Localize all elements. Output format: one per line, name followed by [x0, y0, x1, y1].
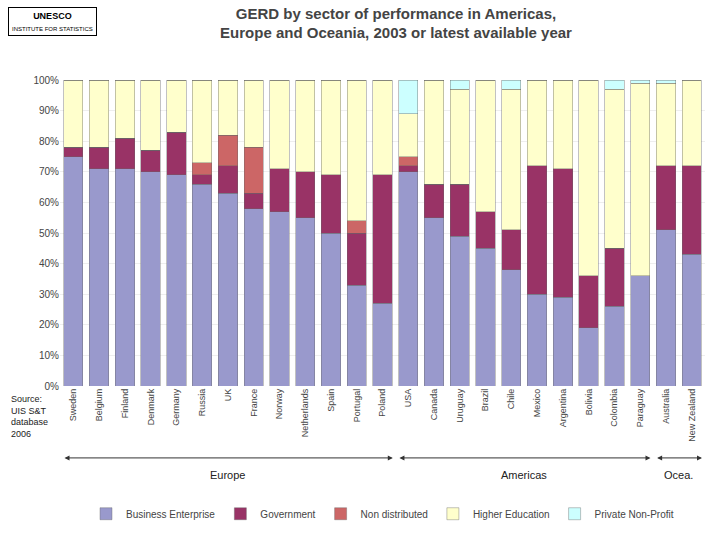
- svg-text:Private Non-Profit: Private Non-Profit: [595, 509, 674, 520]
- svg-text:Brazil: Brazil: [480, 389, 490, 412]
- svg-text:Canada: Canada: [429, 389, 439, 421]
- svg-text:Higher Education: Higher Education: [473, 509, 550, 520]
- svg-text:Denmark: Denmark: [146, 388, 156, 425]
- svg-text:80%: 80%: [39, 136, 59, 147]
- svg-text:Sweden: Sweden: [68, 389, 78, 422]
- svg-text:UK: UK: [223, 389, 233, 402]
- svg-text:UNESCOINSTITUTE FOR STATISTICS: UNESCOINSTITUTE FOR STATISTICS: [12, 11, 93, 32]
- svg-text:60%: 60%: [39, 197, 59, 208]
- svg-text:Chile: Chile: [506, 389, 516, 410]
- svg-text:Source:UIS S&Tdatabase2006: Source:UIS S&Tdatabase2006: [11, 394, 48, 439]
- svg-text:Bolivia: Bolivia: [584, 389, 594, 416]
- svg-text:Australia: Australia: [661, 389, 671, 424]
- svg-text:40%: 40%: [39, 258, 59, 269]
- svg-text:Mexico: Mexico: [532, 389, 542, 418]
- svg-text:0%: 0%: [45, 381, 60, 392]
- svg-text:New Zealand: New Zealand: [687, 389, 697, 442]
- svg-text:Business Enterprise: Business Enterprise: [126, 509, 215, 520]
- svg-text:Finland: Finland: [120, 389, 130, 419]
- svg-text:50%: 50%: [39, 228, 59, 239]
- svg-text:GERD by sector of performance: GERD by sector of performance in America…: [220, 5, 572, 42]
- svg-text:90%: 90%: [39, 105, 59, 116]
- svg-text:Europe: Europe: [210, 469, 245, 481]
- svg-text:France: France: [249, 389, 259, 417]
- svg-text:Poland: Poland: [377, 389, 387, 417]
- svg-text:Paraguay: Paraguay: [635, 388, 645, 427]
- svg-text:Non distributed: Non distributed: [361, 509, 428, 520]
- svg-text:Norway: Norway: [274, 388, 284, 419]
- svg-text:30%: 30%: [39, 289, 59, 300]
- svg-text:Netherlands: Netherlands: [300, 388, 310, 437]
- svg-text:70%: 70%: [39, 166, 59, 177]
- svg-text:Government: Government: [260, 509, 315, 520]
- svg-text:Spain: Spain: [326, 389, 336, 412]
- svg-text:Uruguay: Uruguay: [455, 388, 465, 423]
- svg-text:Ocea.: Ocea.: [664, 469, 693, 481]
- svg-text:Belgium: Belgium: [94, 389, 104, 422]
- svg-text:Russia: Russia: [197, 389, 207, 417]
- svg-text:USA: USA: [403, 389, 413, 408]
- svg-text:Americas: Americas: [501, 469, 547, 481]
- svg-text:20%: 20%: [39, 319, 59, 330]
- svg-text:Argentina: Argentina: [558, 389, 568, 428]
- svg-text:10%: 10%: [39, 350, 59, 361]
- svg-text:Portugal: Portugal: [352, 389, 362, 423]
- svg-text:Germany: Germany: [171, 388, 181, 426]
- svg-text:Colombia: Colombia: [609, 389, 619, 427]
- svg-text:100%: 100%: [33, 75, 59, 86]
